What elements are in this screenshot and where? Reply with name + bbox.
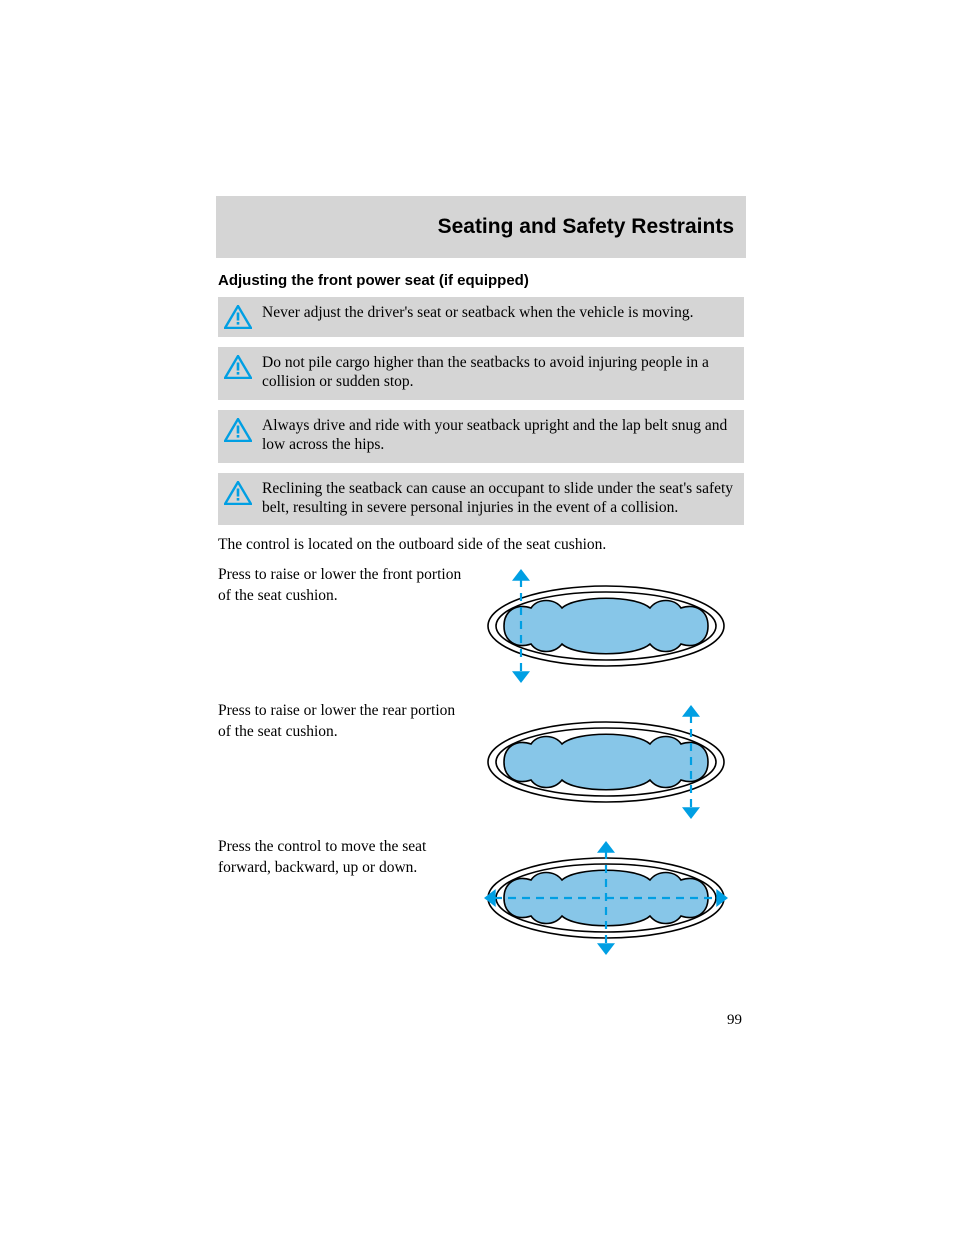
warning-triangle-icon [224,305,252,329]
seat-control-diagram [476,697,736,827]
warning-triangle-icon [224,418,252,442]
intro-text: The control is located on the outboard s… [218,535,744,555]
warning-icon [224,305,252,329]
control-row: Press the control to move the seat forwa… [218,833,744,963]
warning-text: Do not pile cargo higher than the seatba… [262,353,736,392]
warning-box: Always drive and ride with your seatback… [218,410,744,463]
warning-triangle-icon [224,481,252,505]
warning-box: Do not pile cargo higher than the seatba… [218,347,744,400]
page-number: 99 [727,1012,742,1029]
warning-text: Never adjust the driver's seat or seatba… [262,303,736,329]
section-title: Seating and Safety Restraints [438,215,734,239]
section-title-bar: Seating and Safety Restraints [216,196,746,258]
control-description: Press to raise or lower the front portio… [218,561,468,605]
control-diagram-container [468,561,744,691]
control-description: Press the control to move the seat forwa… [218,833,468,877]
control-diagram-container [468,697,744,827]
control-description: Press to raise or lower the rear portion… [218,697,468,741]
warning-box: Reclining the seatback can cause an occu… [218,473,744,526]
warning-text: Always drive and ride with your seatback… [262,416,736,455]
seat-control-diagram [476,833,736,963]
warning-icon [224,481,252,505]
control-row: Press to raise or lower the front portio… [218,561,744,691]
seat-control-diagram [476,561,736,691]
warning-icon [224,355,252,379]
warning-triangle-icon [224,355,252,379]
control-row: Press to raise or lower the rear portion… [218,697,744,827]
warning-box: Never adjust the driver's seat or seatba… [218,297,744,337]
warning-text: Reclining the seatback can cause an occu… [262,480,733,516]
warning-icon [224,418,252,442]
control-diagram-container [468,833,744,963]
subheading: Adjusting the front power seat (if equip… [218,272,744,289]
